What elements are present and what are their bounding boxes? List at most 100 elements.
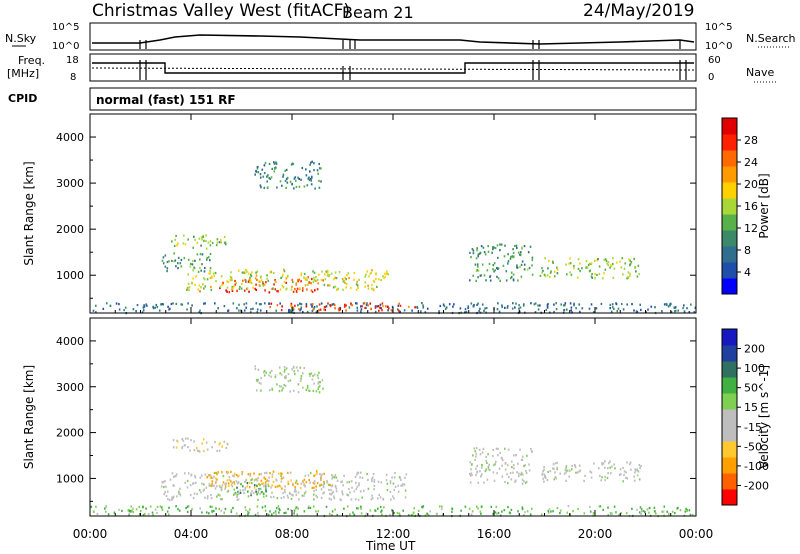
data-cell [393, 476, 396, 479]
data-cell [322, 486, 325, 489]
data-cell [386, 305, 389, 308]
data-cell [168, 506, 170, 509]
data-cell [470, 468, 472, 471]
data-cell [165, 485, 167, 488]
freq-label-1: Freq. [18, 54, 45, 67]
data-cell [598, 272, 601, 275]
data-cell [313, 271, 316, 274]
data-cell [629, 272, 631, 275]
data-cell [364, 275, 366, 278]
data-cell [475, 474, 477, 477]
data-cell [677, 309, 679, 312]
data-cell [264, 302, 266, 305]
data-cell [223, 511, 225, 514]
data-cell [521, 478, 524, 481]
data-cell [176, 244, 178, 247]
data-cell [307, 177, 310, 180]
data-cell [256, 308, 259, 311]
data-cell [300, 272, 303, 275]
data-cell [236, 495, 238, 499]
data-cell [513, 467, 515, 470]
data-cell [524, 511, 526, 514]
data-cell [607, 467, 609, 470]
data-cell [214, 487, 217, 490]
data-cell [611, 465, 613, 468]
data-cell [295, 282, 298, 285]
data-cell [259, 484, 261, 487]
data-cell [304, 474, 307, 477]
data-cell [583, 512, 586, 515]
data-cell [626, 303, 628, 306]
data-cell [233, 493, 235, 496]
data-cell [130, 505, 133, 508]
data-patch [171, 234, 227, 250]
data-cell [282, 286, 285, 289]
data-cell [169, 307, 171, 310]
data-cell [519, 306, 522, 309]
colorbar-segment [722, 329, 737, 346]
data-cell [577, 507, 579, 511]
data-cell [311, 175, 313, 178]
data-cell [201, 253, 204, 256]
data-cell [267, 485, 270, 488]
colorbar-segment [722, 473, 737, 490]
data-cell [379, 505, 382, 509]
data-cell [295, 493, 298, 496]
data-cell [511, 307, 514, 310]
data-cell [215, 244, 218, 247]
data-cell [328, 274, 331, 277]
data-cell [288, 310, 290, 313]
data-cell [260, 303, 262, 306]
data-cell [513, 454, 515, 457]
data-cell [270, 375, 272, 378]
data-cell [236, 498, 239, 501]
data-cell [506, 306, 509, 309]
data-cell [421, 505, 423, 508]
data-cell [349, 513, 351, 516]
data-cell [198, 237, 201, 240]
data-cell [293, 187, 295, 190]
x-axis-label: Time UT [365, 539, 416, 553]
data-cell [477, 269, 480, 272]
data-cell [402, 483, 404, 486]
data-cell [220, 241, 223, 244]
data-cell [199, 476, 202, 479]
data-cell [368, 275, 370, 278]
data-cell [187, 302, 189, 305]
data-cell [298, 177, 300, 181]
data-cell [268, 374, 270, 377]
data-cell [312, 303, 314, 306]
data-cell [271, 513, 273, 516]
data-cell [501, 464, 503, 467]
data-cell [206, 256, 209, 260]
data-cell [93, 510, 95, 513]
data-cell [516, 471, 518, 474]
data-cell [249, 472, 252, 475]
data-cell [263, 374, 266, 377]
data-cell [290, 497, 293, 500]
data-cell [128, 512, 130, 515]
data-cell [521, 508, 524, 511]
data-cell [262, 175, 265, 178]
data-cell [369, 272, 372, 275]
data-cell [204, 473, 207, 476]
data-cell [615, 303, 618, 306]
data-cell [276, 186, 278, 189]
data-cell [364, 281, 367, 284]
data-cell [307, 505, 310, 508]
data-cell [638, 478, 641, 481]
data-cell [211, 276, 213, 279]
data-cell [300, 274, 303, 277]
beam-label: Beam 21 [342, 3, 414, 22]
data-cell [215, 485, 218, 488]
data-cell [287, 508, 289, 511]
data-cell [552, 260, 554, 263]
data-cell [422, 306, 425, 309]
data-cell [308, 179, 311, 182]
data-cell [442, 303, 445, 306]
data-cell [343, 507, 345, 510]
data-cell [638, 464, 641, 467]
data-cell [300, 178, 302, 181]
data-cell [262, 492, 265, 495]
data-cell [341, 480, 343, 483]
